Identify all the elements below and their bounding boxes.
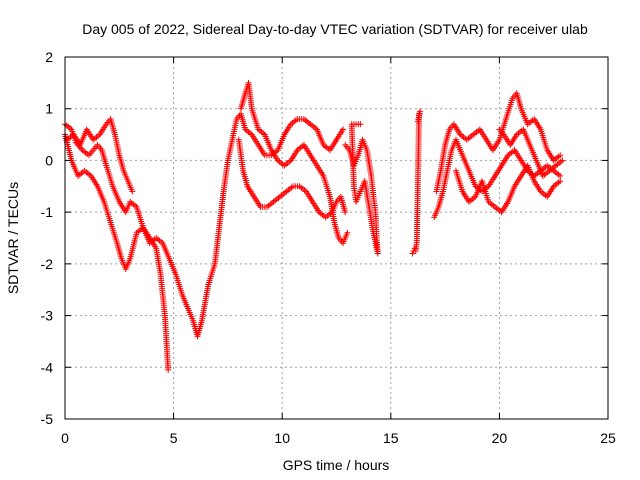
y-tick-label: -5 (41, 411, 54, 427)
y-tick-label: 0 (45, 152, 53, 168)
y-tick-label: -3 (41, 308, 54, 324)
x-tick-label: 10 (274, 430, 290, 446)
y-tick-label: -2 (41, 256, 54, 272)
x-tick-label: 15 (383, 430, 399, 446)
data-point (557, 178, 564, 185)
data-point (342, 209, 349, 216)
x-tick-label: 5 (170, 430, 178, 446)
data-point (357, 121, 364, 128)
data-point (557, 152, 564, 159)
axis-ticks (64, 56, 609, 420)
grid (65, 57, 608, 419)
x-tick-label: 0 (61, 430, 69, 446)
y-tick-label: -4 (41, 359, 54, 375)
data-point (78, 145, 85, 152)
data-point (559, 157, 566, 164)
x-axis-label: GPS time / hours (283, 457, 390, 473)
x-tick-labels: 0 5 10 15 20 25 (61, 430, 616, 446)
plot-frame (64, 56, 609, 420)
chart-title: Day 005 of 2022, Sidereal Day-to-day VTE… (82, 21, 588, 37)
data-point (409, 250, 416, 257)
y-tick-label: 1 (45, 101, 53, 117)
data-point (165, 366, 172, 373)
x-tick-label: 20 (492, 430, 508, 446)
data-point (340, 126, 347, 133)
y-tick-labels: -5 -4 -3 -2 -1 0 1 2 (41, 49, 54, 427)
data-point (557, 172, 564, 179)
y-tick-label: 2 (45, 49, 53, 65)
y-tick-label: -1 (41, 204, 54, 220)
y-axis-label: SDTVAR / TECUs (5, 182, 21, 294)
data-point (344, 229, 351, 236)
data-points (62, 79, 566, 373)
data-point (129, 188, 136, 195)
data-point (414, 118, 421, 125)
x-tick-label: 25 (600, 430, 616, 446)
